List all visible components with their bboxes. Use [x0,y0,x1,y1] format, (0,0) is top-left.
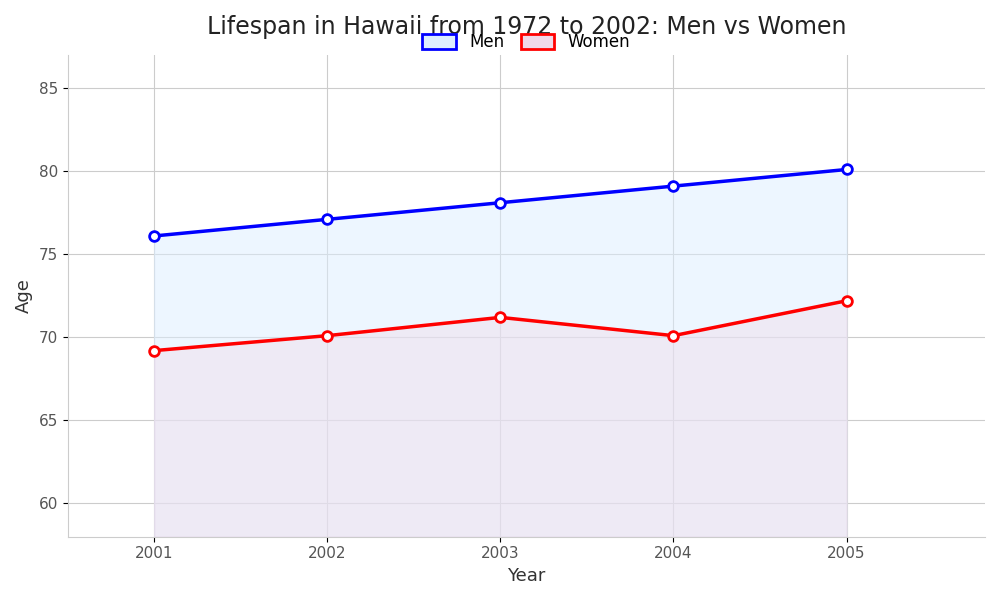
Y-axis label: Age: Age [15,278,33,313]
X-axis label: Year: Year [507,567,546,585]
Legend: Men, Women: Men, Women [414,25,639,59]
Title: Lifespan in Hawaii from 1972 to 2002: Men vs Women: Lifespan in Hawaii from 1972 to 2002: Me… [207,15,846,39]
